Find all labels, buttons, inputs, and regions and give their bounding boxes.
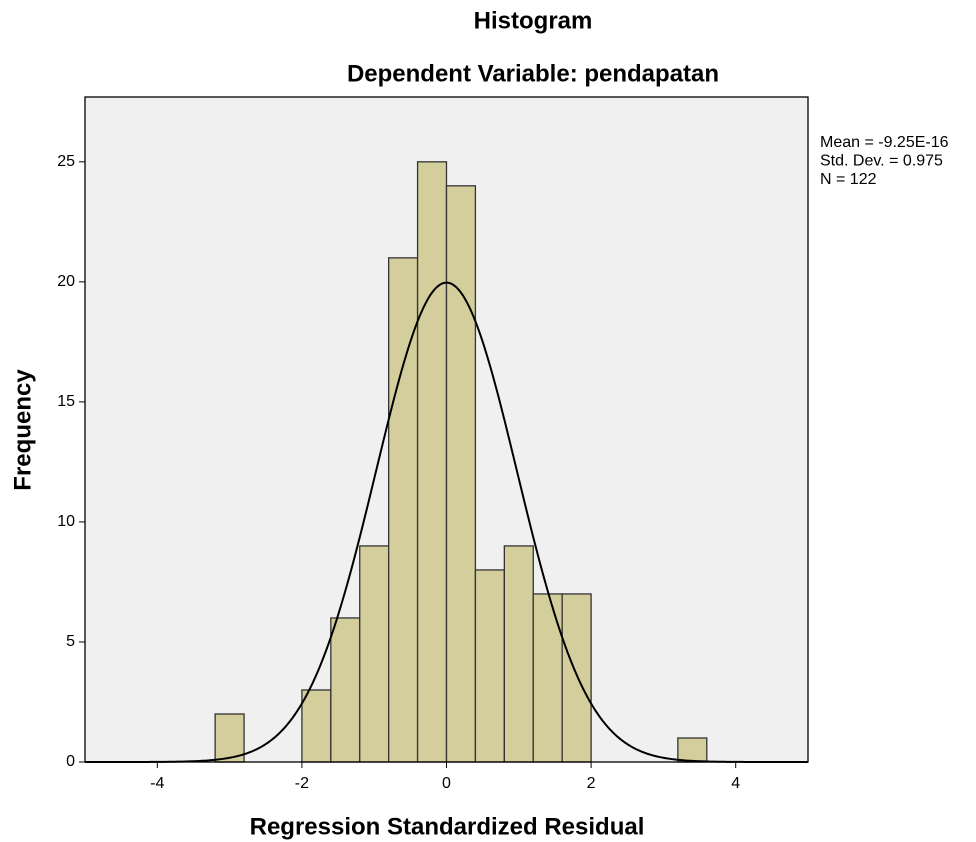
y-tick-label: 0 <box>66 753 75 770</box>
plot-frame <box>84 96 809 763</box>
y-tick-label: 20 <box>57 273 75 290</box>
stat-label: N = 122 <box>820 171 877 188</box>
bar <box>330 617 361 763</box>
bar <box>301 689 332 763</box>
y-tick-label: 15 <box>57 393 75 410</box>
y-tick-label: 10 <box>57 513 75 530</box>
x-tick-label: 0 <box>442 775 451 792</box>
bar <box>359 545 390 763</box>
bar <box>677 737 708 763</box>
x-tick-label: 2 <box>587 775 596 792</box>
chart-title: Histogram <box>474 7 593 34</box>
y-tick-label: 25 <box>57 153 75 170</box>
x-axis-label: Regression Standardized Residual <box>250 813 645 840</box>
bar <box>445 185 477 763</box>
x-tick-label: -4 <box>150 775 164 792</box>
bar <box>532 593 563 763</box>
normal-curve <box>85 281 808 763</box>
chart-subtitle: Dependent Variable: pendapatan <box>347 60 719 87</box>
stat-label: Mean = -9.25E-16 <box>820 134 949 151</box>
x-tick-label: -2 <box>295 775 309 792</box>
bar <box>503 545 534 763</box>
x-tick-label: 4 <box>731 775 740 792</box>
y-axis-label: Frequency <box>9 369 36 491</box>
stat-label: Std. Dev. = 0.975 <box>820 153 943 170</box>
bar <box>561 593 592 763</box>
bar <box>474 569 505 763</box>
bar <box>416 161 448 763</box>
y-tick-label: 5 <box>66 633 75 650</box>
